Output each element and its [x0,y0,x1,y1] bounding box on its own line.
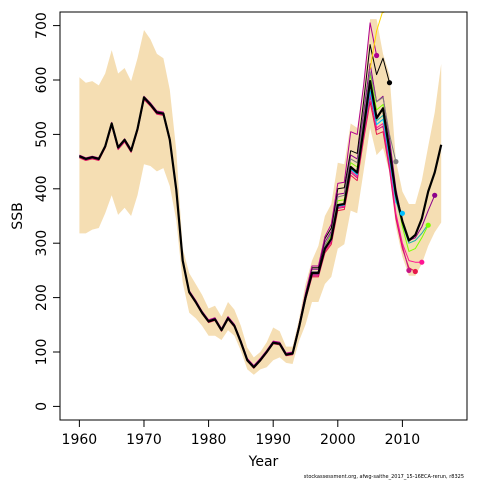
x-tick-label-1980: 1980 [191,432,227,448]
y-tick-label-700: 700 [34,12,50,39]
series-end-point-1 [412,268,418,275]
series-end-point-8 [393,159,399,165]
series-line-0 [78,79,443,369]
series-end-point-6 [425,222,431,228]
x-tick-label-1960: 1960 [62,432,98,448]
x-tick-label-1970: 1970 [126,432,162,448]
series-end-point-10 [374,52,380,59]
y-tick-label-500: 500 [34,121,50,148]
y-tick-label-200: 200 [34,284,50,311]
x-tick-label-2000: 2000 [320,432,356,448]
series-end-point-9 [386,80,393,86]
y-axis: 0 100 200 300 400 500 600 700 [34,12,61,411]
confidence-band [79,19,442,375]
series-line-11 [369,12,384,70]
y-axis-title: SSB [10,202,26,229]
series-end-point-2 [406,267,412,273]
y-tick-label-300: 300 [34,230,50,257]
series-end-point-4 [399,210,405,216]
end-dot-layer [374,12,438,275]
y-tick-label-0: 0 [34,402,50,411]
footnote-text: stockassessment.org, afwg-saithe_2017_15… [304,474,464,480]
x-axis-title: Year [248,454,279,470]
y-tick-label-100: 100 [34,339,50,366]
x-tick-label-1990: 1990 [255,432,291,448]
x-tick-label-2010: 2010 [385,432,421,448]
y-tick-label-400: 400 [34,175,50,202]
y-tick-label-600: 600 [34,67,50,94]
series-end-point-3 [419,259,425,265]
series-end-point-7 [432,192,438,198]
x-axis: 1960 1970 1980 1990 2000 2010 [62,419,421,448]
series-layer [78,12,443,369]
